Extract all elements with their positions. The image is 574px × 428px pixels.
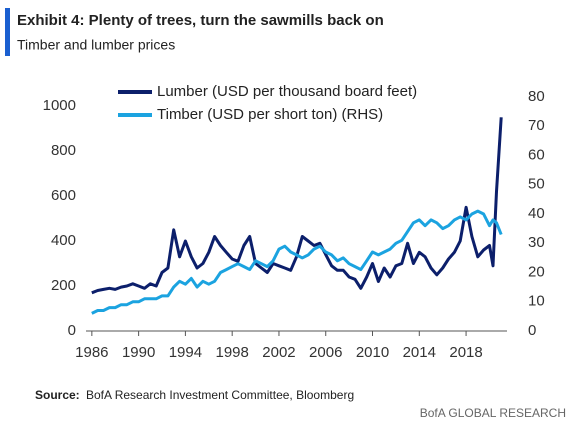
x-tick-label: 1994	[169, 344, 202, 361]
y2-tick-label: 80	[528, 88, 545, 105]
y2-tick-label: 30	[528, 234, 545, 251]
y-tick-label: 200	[51, 277, 76, 294]
x-tick-label: 2018	[449, 344, 482, 361]
x-tick-label: 2006	[309, 344, 342, 361]
x-tick-label: 2010	[356, 344, 389, 361]
x-tick-label: 1990	[122, 344, 155, 361]
series-line	[91, 117, 503, 295]
legend-label: Timber (USD per short ton) (RHS)	[157, 106, 383, 123]
legend-label: Lumber (USD per thousand board feet)	[157, 83, 417, 100]
footer: BofA GLOBAL RESEARCH	[420, 406, 566, 420]
y2-tick-label: 50	[528, 176, 545, 193]
source: BofA Research Investment Committee, Bloo…	[86, 388, 354, 402]
y2-tick-label: 0	[528, 322, 536, 339]
y2-tick-label: 20	[528, 263, 545, 280]
y2-tick-label: 40	[528, 205, 545, 222]
y2-tick-label: 60	[528, 146, 545, 163]
y-tick-label: 400	[51, 232, 76, 249]
x-tick-label: 2014	[403, 344, 436, 361]
x-tick-label: 2002	[262, 344, 295, 361]
source-label: Source:	[35, 388, 80, 402]
series-line	[91, 209, 503, 315]
y2-tick-label: 10	[528, 293, 545, 310]
x-tick-label: 1986	[75, 344, 108, 361]
chart-subtitle: Timber and lumber prices	[17, 37, 175, 53]
y-tick-label: 800	[51, 142, 76, 159]
y-tick-label: 1000	[43, 97, 76, 114]
y2-tick-label: 70	[528, 117, 545, 134]
y-tick-label: 0	[68, 322, 76, 339]
y-tick-label: 600	[51, 187, 76, 204]
chart-title: Exhibit 4: Plenty of trees, turn the saw…	[17, 12, 384, 29]
title-bar	[5, 8, 10, 56]
x-tick-label: 1998	[215, 344, 248, 361]
